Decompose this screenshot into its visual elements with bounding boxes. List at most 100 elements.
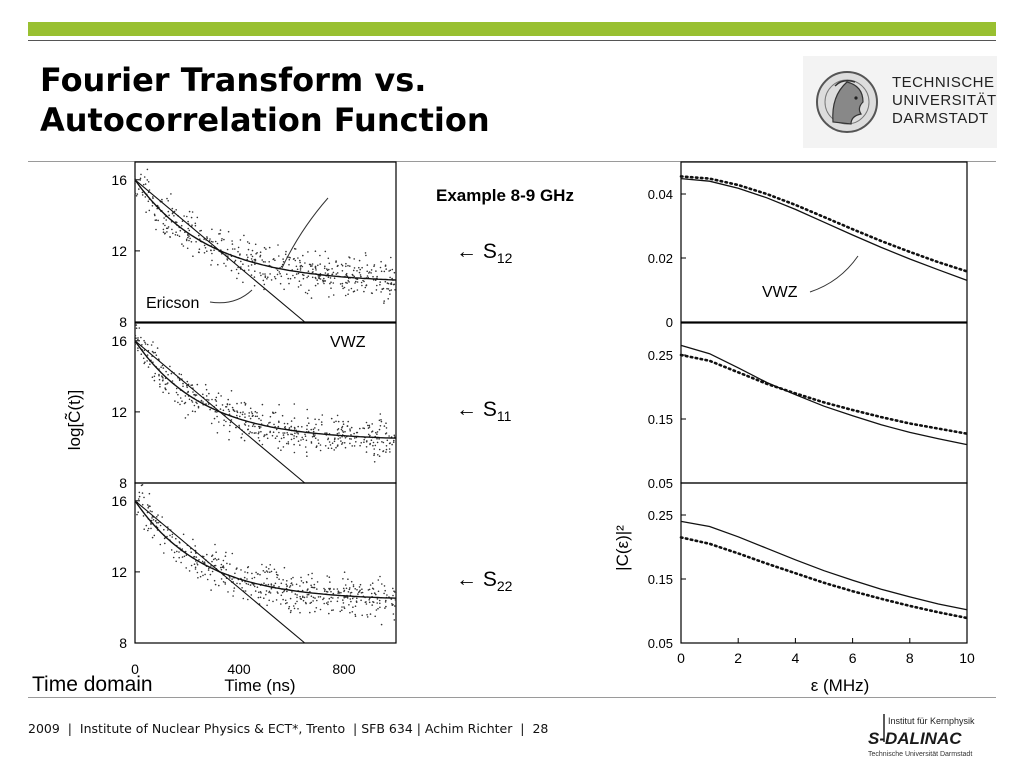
data-point: [237, 246, 240, 249]
data-point: [305, 581, 308, 583]
data-point: [239, 254, 241, 256]
data-point: [379, 425, 382, 427]
data-point: [231, 578, 233, 580]
data-point: [308, 289, 310, 292]
data-point: [294, 259, 297, 262]
data-point: [166, 383, 168, 385]
data-point: [150, 344, 153, 346]
data-point: [139, 177, 142, 180]
data-point: [382, 450, 384, 453]
data-point: [143, 362, 145, 365]
data-point: [236, 567, 238, 569]
data-point: [148, 189, 151, 191]
data-point: [191, 211, 194, 213]
data-point: [380, 419, 382, 421]
data-point: [219, 229, 222, 231]
data-point: [141, 503, 144, 506]
data-point: [372, 441, 375, 444]
data-point: [187, 220, 189, 223]
data-point: [207, 399, 210, 401]
data-point: [197, 577, 199, 579]
data-point: [250, 411, 253, 413]
data-point: [243, 401, 246, 404]
y-tick-label: 0.25: [648, 348, 673, 363]
data-point: [211, 398, 213, 401]
data-point: [252, 423, 255, 426]
tu-logo-line: UNIVERSITÄT: [892, 92, 997, 109]
data-point: [393, 271, 396, 274]
data-point: [276, 269, 279, 271]
x-tick-label: 0: [677, 650, 685, 666]
data-point: [386, 287, 388, 290]
data-point: [214, 583, 217, 586]
data-point: [185, 239, 188, 242]
data-point: [352, 585, 355, 588]
data-point: [269, 430, 271, 433]
channel-label-s12: ← S12: [456, 240, 512, 266]
data-point: [137, 347, 139, 349]
data-point: [188, 239, 190, 242]
data-point: [384, 607, 386, 609]
data-point: [359, 427, 361, 430]
data-point: [364, 601, 367, 604]
data-point: [359, 274, 362, 276]
data-point: [279, 272, 281, 275]
data-point: [236, 410, 238, 412]
data-point: [146, 360, 148, 362]
data-point: [244, 416, 246, 419]
data-point: [214, 564, 217, 567]
data-point: [277, 592, 279, 594]
data-point: [273, 568, 276, 571]
data-point: [231, 248, 234, 250]
data-point: [284, 253, 287, 256]
data-point: [390, 256, 392, 259]
data-point: [230, 390, 233, 392]
data-point: [181, 400, 183, 402]
data-point: [312, 428, 315, 431]
data-point: [286, 580, 288, 582]
data-point: [142, 515, 145, 517]
data-point: [180, 561, 182, 564]
data-point: [231, 240, 233, 242]
data-point: [326, 575, 329, 577]
data-point: [328, 588, 331, 591]
data-point: [299, 585, 301, 587]
data-point: [182, 533, 185, 536]
data-point: [221, 238, 223, 240]
data-point: [283, 566, 286, 569]
data-point: [255, 253, 257, 255]
data-point: [185, 238, 188, 241]
data-point: [225, 406, 227, 408]
data-point: [231, 406, 234, 409]
data-point: [326, 269, 329, 272]
data-point: [243, 423, 246, 425]
data-point: [314, 265, 317, 268]
data-point: [368, 599, 371, 601]
data-point: [312, 435, 315, 437]
sdalinac-logo-top: Institut für Kernphysik: [888, 716, 975, 726]
data-point: [156, 347, 159, 349]
data-point: [333, 588, 335, 590]
data-point: [342, 587, 345, 590]
data-point: [353, 267, 356, 269]
data-point: [340, 591, 342, 594]
data-point: [305, 439, 308, 442]
data-point: [211, 570, 214, 573]
data-point: [200, 571, 203, 573]
data-point: [266, 604, 268, 607]
data-point: [347, 578, 349, 580]
data-point: [333, 449, 336, 451]
data-point: [349, 442, 351, 445]
data-point: [246, 258, 248, 261]
data-point: [217, 392, 220, 394]
data-point: [234, 572, 236, 575]
content-top-rule: [28, 161, 996, 162]
data-point: [281, 414, 284, 417]
data-point: [307, 430, 310, 433]
data-point: [378, 419, 381, 422]
data-point: [332, 271, 335, 274]
data-point: [394, 599, 397, 601]
data-point: [371, 604, 374, 606]
data-point: [299, 261, 301, 264]
data-point: [196, 402, 198, 405]
